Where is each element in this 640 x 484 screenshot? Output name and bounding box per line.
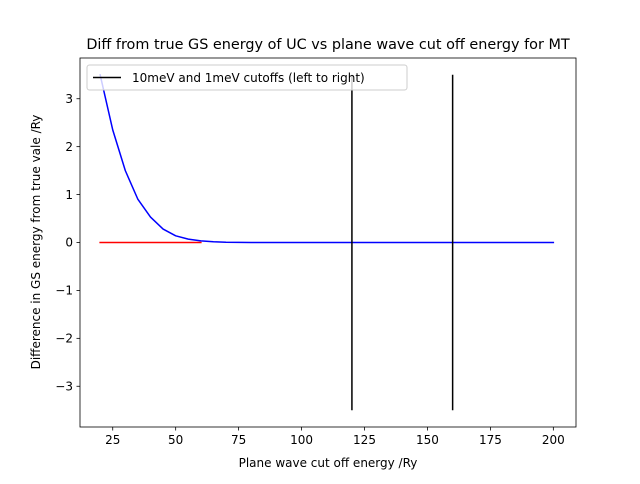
x-tick-label: 50 — [168, 433, 183, 447]
y-tick-label: 3 — [65, 92, 73, 106]
legend: 10meV and 1meV cutoffs (left to right) — [86, 64, 408, 91]
chart-title: Diff from true GS energy of UC vs plane … — [86, 37, 570, 53]
x-tick-label: 175 — [479, 433, 502, 447]
y-tick-label: 0 — [65, 236, 73, 250]
legend-label: 10meV and 1meV cutoffs (left to right) — [132, 71, 365, 85]
x-tick-label: 100 — [290, 433, 313, 447]
x-tick-label: 125 — [353, 433, 376, 447]
axes-layer: 25 50 75 100 125 150 175 200 −3 −2 −1 0 1 2 3 — [55, 57, 577, 447]
legend-box — [86, 64, 408, 91]
x-tick-label: 200 — [542, 433, 565, 447]
x-tick-label: 75 — [231, 433, 246, 447]
y-tick-label: −2 — [55, 332, 73, 346]
x-axis-label: Plane wave cut off energy /Ry — [239, 456, 418, 470]
x-tick-label: 25 — [105, 433, 120, 447]
plot-layer — [99, 73, 555, 411]
y-tick-label: 1 — [65, 188, 73, 202]
y-tick-label: 2 — [65, 140, 73, 154]
x-tick-label: 150 — [416, 433, 439, 447]
y-axis-label: Difference in GS energy from true vale /… — [29, 115, 43, 370]
y-tick-label: −3 — [55, 379, 73, 393]
y-tick-label: −1 — [55, 284, 73, 298]
